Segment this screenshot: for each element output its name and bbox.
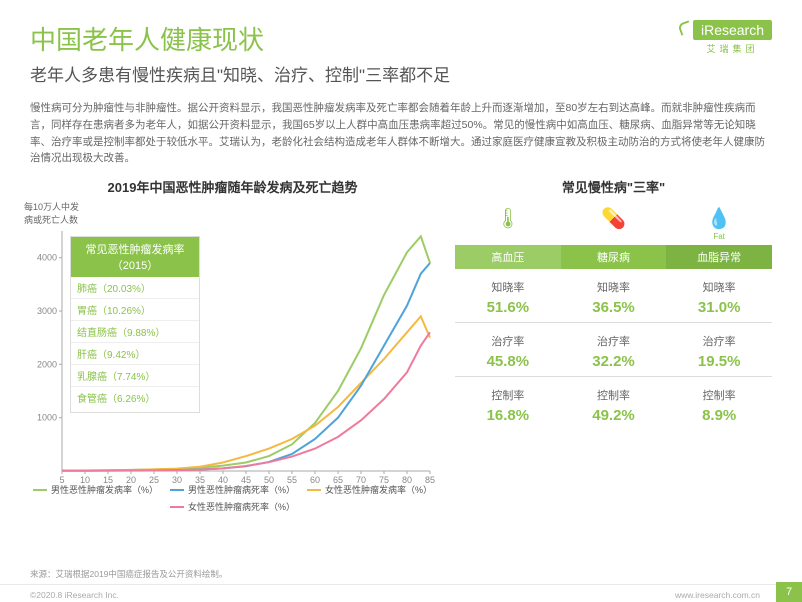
slide: 中国老年人健康现状 老年人多患有慢性疾病且"知晓、治疗、控制"三率都不足 iRe… xyxy=(0,0,802,602)
tumor-row: 胃癌（10.26%） xyxy=(71,299,199,321)
rate-label: 控制率 xyxy=(666,387,772,403)
rate-label: 控制率 xyxy=(455,387,561,403)
svg-text:75: 75 xyxy=(379,475,389,485)
rate-block: 治疗率治疗率治疗率45.8%32.2%19.5% xyxy=(455,333,772,377)
rate-label: 治疗率 xyxy=(561,333,667,349)
svg-text:40: 40 xyxy=(218,475,228,485)
rate-label: 知晓率 xyxy=(455,279,561,295)
body-paragraph: 慢性病可分为肿瘤性与非肿瘤性。据公开资料显示，我国恶性肿瘤发病率及死亡率都会随着… xyxy=(30,100,772,167)
logo-text: iResearch xyxy=(693,20,772,40)
svg-text:30: 30 xyxy=(172,475,182,485)
line-chart: 常见恶性肿瘤发病率 （2015） 肺癌（20.03%）胃癌（10.26%）结直肠… xyxy=(30,226,435,491)
svg-text:65: 65 xyxy=(333,475,343,485)
svg-text:15: 15 xyxy=(103,475,113,485)
svg-text:1000: 1000 xyxy=(37,413,57,423)
chart-title: 2019年中国恶性肿瘤随年龄发病及死亡趋势 xyxy=(30,177,435,196)
copyright: ©2020.8 iResearch Inc. xyxy=(30,590,119,600)
condition-labels: 高血压糖尿病血脂异常 xyxy=(455,245,772,269)
tumor-row: 食管癌（6.26%） xyxy=(71,387,199,408)
condition-icon: 💧Fat xyxy=(667,206,772,241)
condition-label: 血脂异常 xyxy=(666,245,772,269)
rate-value: 36.5% xyxy=(561,299,667,316)
svg-text:35: 35 xyxy=(195,475,205,485)
svg-text:50: 50 xyxy=(264,475,274,485)
rate-block: 控制率控制率控制率16.8%49.2%8.9% xyxy=(455,387,772,430)
chart-section: 2019年中国恶性肿瘤随年龄发病及死亡趋势 每10万人中发 病或死亡人数 常见恶… xyxy=(30,177,435,513)
svg-text:70: 70 xyxy=(356,475,366,485)
legend-item: 女性恶性肿瘤病死率（%） xyxy=(170,500,295,513)
rate-value: 19.5% xyxy=(666,353,772,370)
tumor-rate-box: 常见恶性肿瘤发病率 （2015） 肺癌（20.03%）胃癌（10.26%）结直肠… xyxy=(70,236,200,413)
tumor-box-header: 常见恶性肿瘤发病率 （2015） xyxy=(71,237,199,277)
rate-label: 知晓率 xyxy=(666,279,772,295)
logo-sub: 艾瑞集团 xyxy=(706,42,758,55)
rate-label: 治疗率 xyxy=(455,333,561,349)
rate-label: 知晓率 xyxy=(561,279,667,295)
rate-value: 31.0% xyxy=(666,299,772,316)
tumor-row: 肝癌（9.42%） xyxy=(71,343,199,365)
rate-block: 知晓率知晓率知晓率51.6%36.5%31.0% xyxy=(455,279,772,323)
main-title: 中国老年人健康现状 xyxy=(30,20,693,57)
logo: iResearch 艾瑞集团 xyxy=(693,20,772,55)
svg-text:4000: 4000 xyxy=(37,253,57,263)
tumor-row: 结直肠癌（9.88%） xyxy=(71,321,199,343)
footer-url: www.iresearch.com.cn xyxy=(675,590,760,600)
svg-text:55: 55 xyxy=(287,475,297,485)
rate-value: 45.8% xyxy=(455,353,561,370)
page-number: 7 xyxy=(776,582,802,602)
rate-label: 治疗率 xyxy=(666,333,772,349)
svg-text:2000: 2000 xyxy=(37,360,57,370)
rate-value: 51.6% xyxy=(455,299,561,316)
svg-text:10: 10 xyxy=(80,475,90,485)
header: 中国老年人健康现状 老年人多患有慢性疾病且"知晓、治疗、控制"三率都不足 iRe… xyxy=(30,20,772,86)
three-rates-section: 常见慢性病"三率" 🌡💊💧Fat 高血压糖尿病血脂异常 知晓率知晓率知晓率51.… xyxy=(455,177,772,513)
svg-text:3000: 3000 xyxy=(37,306,57,316)
title-block: 中国老年人健康现状 老年人多患有慢性疾病且"知晓、治疗、控制"三率都不足 xyxy=(30,20,693,86)
tumor-row: 乳腺癌（7.74%） xyxy=(71,365,199,387)
svg-text:5: 5 xyxy=(59,475,64,485)
content-row: 2019年中国恶性肿瘤随年龄发病及死亡趋势 每10万人中发 病或死亡人数 常见恶… xyxy=(30,177,772,513)
svg-text:85: 85 xyxy=(425,475,435,485)
rate-value: 8.9% xyxy=(666,407,772,424)
svg-text:20: 20 xyxy=(126,475,136,485)
svg-text:80: 80 xyxy=(402,475,412,485)
rate-value: 16.8% xyxy=(455,407,561,424)
subtitle: 老年人多患有慢性疾病且"知晓、治疗、控制"三率都不足 xyxy=(30,61,693,86)
svg-text:60: 60 xyxy=(310,475,320,485)
three-rates-title: 常见慢性病"三率" xyxy=(455,177,772,196)
rate-value: 32.2% xyxy=(561,353,667,370)
condition-label: 糖尿病 xyxy=(561,245,667,269)
svg-text:25: 25 xyxy=(149,475,159,485)
condition-icons-row: 🌡💊💧Fat xyxy=(455,206,772,241)
source-note: 来源：艾瑞根据2019中国癌症报告及公开资料绘制。 xyxy=(30,568,227,580)
condition-icon: 🌡 xyxy=(456,206,561,241)
rate-value: 49.2% xyxy=(561,407,667,424)
tumor-row: 肺癌（20.03%） xyxy=(71,277,199,299)
chart-ylabel: 每10万人中发 病或死亡人数 xyxy=(24,200,435,226)
condition-label: 高血压 xyxy=(455,245,561,269)
svg-text:45: 45 xyxy=(241,475,251,485)
rate-label: 控制率 xyxy=(561,387,667,403)
condition-icon: 💊 xyxy=(561,206,666,241)
